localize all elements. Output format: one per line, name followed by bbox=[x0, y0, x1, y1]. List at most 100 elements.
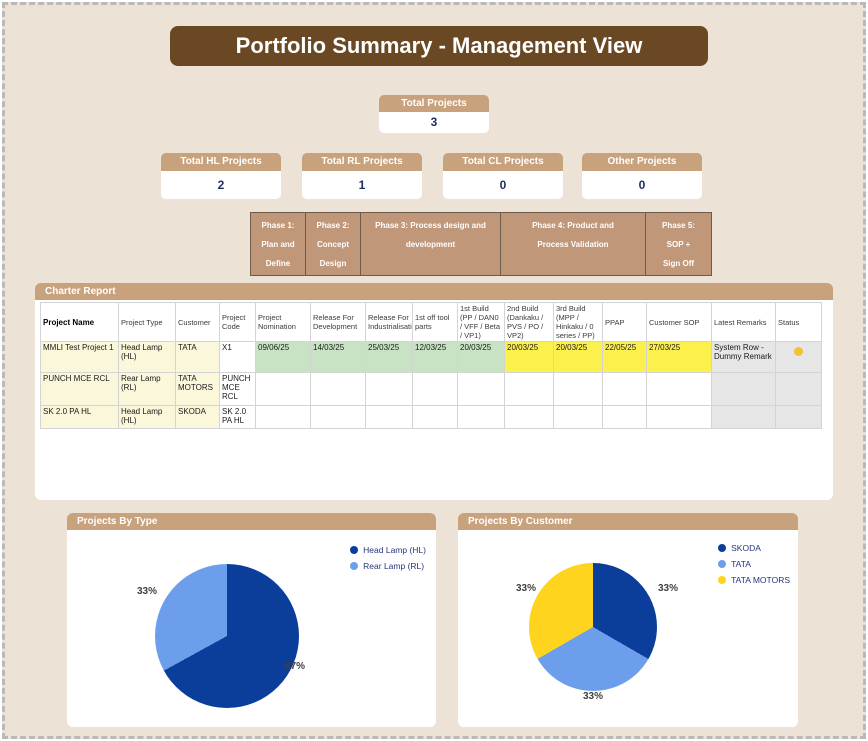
charter-report-panel: Charter Report Project Name Project Type… bbox=[35, 283, 833, 500]
column-header-ppap: PPAP bbox=[602, 302, 647, 342]
legend-item-rear-lamp[interactable]: Rear Lamp (RL) bbox=[350, 561, 426, 571]
cell-customer: SKODA bbox=[175, 405, 220, 429]
legend-item-head-lamp[interactable]: Head Lamp (HL) bbox=[350, 545, 426, 555]
cell-status bbox=[775, 372, 822, 406]
counter-total-projects-label: Total Projects bbox=[379, 95, 489, 112]
projects-by-customer-panel: Projects By Customer SKODA TATA TATA MOT… bbox=[458, 513, 798, 727]
phase-5-line1: Phase 5: bbox=[662, 221, 695, 230]
column-header-project-type: Project Type bbox=[118, 302, 176, 342]
legend-label-tata-motors: TATA MOTORS bbox=[731, 575, 790, 585]
counter-other-projects: Other Projects 0 bbox=[582, 153, 702, 199]
counter-rl-projects-value: 1 bbox=[302, 171, 422, 199]
phase-2-line2: Concept bbox=[317, 240, 349, 249]
phase-header-row: Phase 1: Plan and Define Phase 2: Concep… bbox=[250, 212, 712, 276]
cell-ppap bbox=[602, 405, 647, 429]
projects-by-customer-pie[interactable] bbox=[529, 563, 657, 691]
cell-1st-off-tool-parts bbox=[412, 405, 458, 429]
phase-4-line1: Phase 4: Product and bbox=[532, 221, 614, 230]
cell-project-type: Head Lamp (HL) bbox=[118, 341, 176, 373]
cell-project-name: PUNCH MCE RCL bbox=[40, 372, 119, 406]
column-header-customer: Customer bbox=[175, 302, 220, 342]
cell-1st-off-tool-parts bbox=[412, 372, 458, 406]
counter-cl-projects-label: Total CL Projects bbox=[443, 153, 563, 171]
projects-by-type-pie[interactable] bbox=[155, 564, 299, 708]
legend-dot-skoda bbox=[718, 544, 727, 552]
counter-hl-projects: Total HL Projects 2 bbox=[161, 153, 281, 199]
column-header-2nd-build: 2nd Build (Dankaku / PVS / PO / VP2) bbox=[504, 302, 554, 342]
pie-label-tata-motors-pct: 33% bbox=[516, 583, 537, 594]
projects-by-customer-title: Projects By Customer bbox=[458, 513, 798, 530]
legend-item-skoda[interactable]: SKODA bbox=[718, 543, 790, 553]
cell-2nd-build bbox=[504, 405, 554, 429]
cell-project-name: SK 2.0 PA HL bbox=[40, 405, 119, 429]
projects-by-customer-legend: SKODA TATA TATA MOTORS bbox=[718, 543, 790, 591]
projects-by-type-panel: Projects By Type Head Lamp (HL) Rear Lam… bbox=[67, 513, 436, 727]
cell-2nd-build: 20/03/25 bbox=[504, 341, 554, 373]
cell-release-for-industrialisation: 25/03/25 bbox=[365, 341, 413, 373]
pie-label-skoda-pct: 33% bbox=[658, 583, 679, 594]
cell-project-code: X1 bbox=[219, 341, 256, 373]
phase-2-cell: Phase 2: Concept Design bbox=[306, 213, 361, 275]
cell-latest-remarks: System Row - Dummy Remark bbox=[711, 341, 776, 373]
cell-ppap bbox=[602, 372, 647, 406]
counter-cl-projects-value: 0 bbox=[443, 171, 563, 199]
counter-total-projects: Total Projects 3 bbox=[379, 95, 489, 133]
charter-report-table: Project Name Project Type Customer Proje… bbox=[40, 302, 822, 429]
cell-project-nomination: 09/06/25 bbox=[255, 341, 311, 373]
cell-status bbox=[775, 405, 822, 429]
cell-customer-sop bbox=[646, 405, 712, 429]
phase-1-cell: Phase 1: Plan and Define bbox=[251, 213, 306, 275]
column-header-release-for-development: Release For Development bbox=[310, 302, 366, 342]
column-header-customer-sop: Customer SOP bbox=[646, 302, 712, 342]
counter-other-projects-value: 0 bbox=[582, 171, 702, 199]
legend-item-tata-motors[interactable]: TATA MOTORS bbox=[718, 575, 790, 585]
cell-release-for-development bbox=[310, 372, 366, 406]
cell-1st-build bbox=[457, 372, 505, 406]
legend-dot-tata-motors bbox=[718, 576, 727, 584]
phase-2-line1: Phase 2: bbox=[316, 221, 350, 230]
column-header-project-name: Project Name bbox=[40, 302, 119, 342]
cell-ppap: 22/05/25 bbox=[602, 341, 647, 373]
pie-label-rear-lamp-pct: 33% bbox=[137, 586, 158, 597]
column-header-project-nomination: Project Nomination bbox=[255, 302, 311, 342]
column-header-1st-build: 1st Build (PP / DAN0 / VFF / Beta / VP1) bbox=[457, 302, 505, 342]
phase-1-line2: Plan and bbox=[261, 240, 295, 249]
charter-header-row: Project Name Project Type Customer Proje… bbox=[40, 302, 822, 342]
legend-dot-rear-lamp bbox=[350, 562, 359, 570]
phase-3-line1: Phase 3: Process design and bbox=[375, 221, 486, 230]
column-header-release-for-industrialisation: Release For Industrialisation bbox=[365, 302, 413, 342]
column-header-status: Status bbox=[775, 302, 822, 342]
cell-project-name: MMLI Test Project 1 bbox=[40, 341, 119, 373]
phase-4-cell: Phase 4: Product and Process Validation bbox=[501, 213, 646, 275]
cell-latest-remarks bbox=[711, 405, 776, 429]
counter-total-projects-value: 3 bbox=[379, 112, 489, 133]
cell-2nd-build bbox=[504, 372, 554, 406]
counter-other-projects-label: Other Projects bbox=[582, 153, 702, 171]
pie-label-head-lamp-pct: 67% bbox=[285, 661, 306, 672]
cell-release-for-industrialisation bbox=[365, 405, 413, 429]
projects-by-type-legend: Head Lamp (HL) Rear Lamp (RL) bbox=[350, 545, 426, 577]
legend-label-rear-lamp: Rear Lamp (RL) bbox=[363, 561, 425, 571]
cell-customer-sop: 27/03/25 bbox=[646, 341, 712, 373]
table-row: SK 2.0 PA HL Head Lamp (HL) SKODA SK 2.0… bbox=[40, 405, 822, 429]
phase-5-cell: Phase 5: SOP + Sign Off bbox=[646, 213, 711, 275]
projects-by-type-title: Projects By Type bbox=[67, 513, 436, 530]
cell-project-type: Rear Lamp (RL) bbox=[118, 372, 176, 406]
counter-cl-projects: Total CL Projects 0 bbox=[443, 153, 563, 199]
cell-project-nomination bbox=[255, 372, 311, 406]
phase-5-line3: Sign Off bbox=[662, 259, 695, 268]
cell-1st-build bbox=[457, 405, 505, 429]
charter-report-title: Charter Report bbox=[35, 283, 833, 300]
cell-release-for-industrialisation bbox=[365, 372, 413, 406]
phase-5-line2: SOP + bbox=[666, 240, 691, 249]
column-header-1st-off-tool-parts: 1st off tool parts bbox=[412, 302, 458, 342]
phase-1-line3: Define bbox=[265, 259, 291, 268]
phase-3-cell: Phase 3: Process design and development bbox=[361, 213, 501, 275]
cell-1st-build: 20/03/25 bbox=[457, 341, 505, 373]
counter-rl-projects-label: Total RL Projects bbox=[302, 153, 422, 171]
cell-project-code: SK 2.0 PA HL bbox=[219, 405, 256, 429]
legend-dot-head-lamp bbox=[350, 546, 359, 554]
legend-item-tata[interactable]: TATA bbox=[718, 559, 790, 569]
counter-hl-projects-label: Total HL Projects bbox=[161, 153, 281, 171]
cell-customer: TATA bbox=[175, 341, 220, 373]
